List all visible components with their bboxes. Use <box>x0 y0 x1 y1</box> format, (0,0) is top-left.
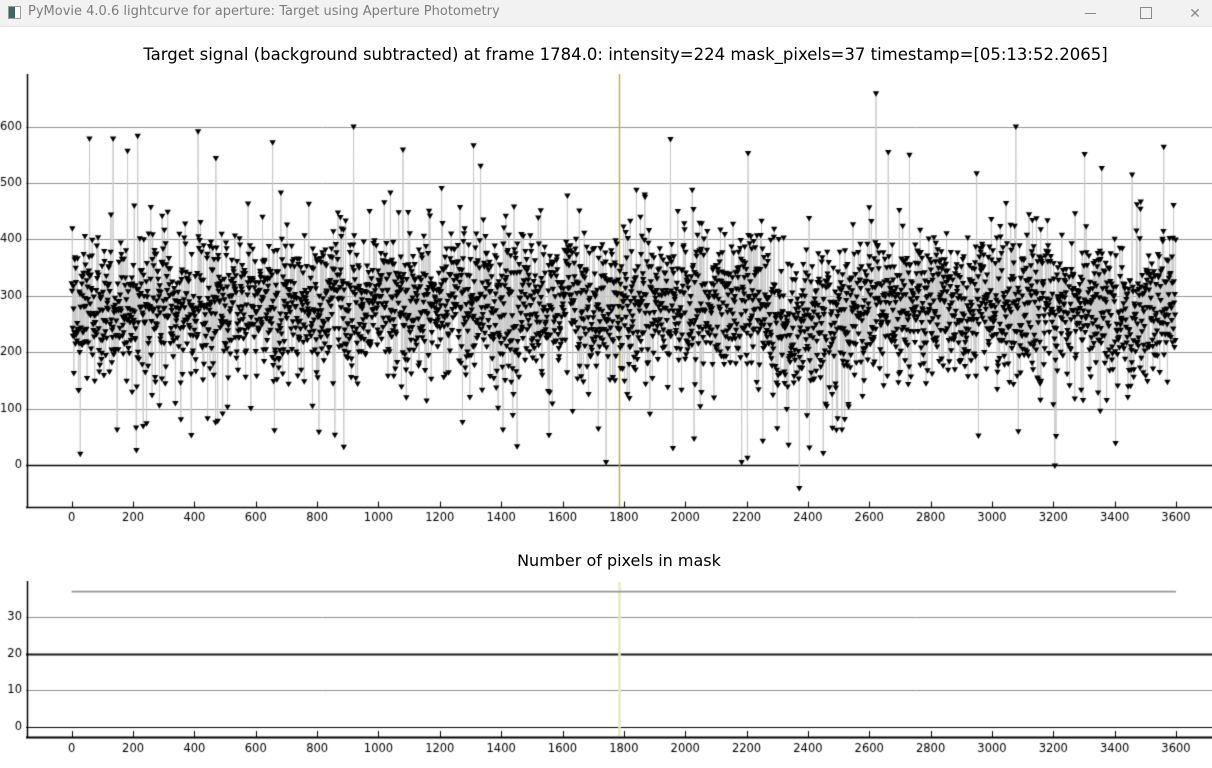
app-icon <box>8 6 21 19</box>
mask-pixels-plot-title: Number of pixels in mask <box>517 551 721 570</box>
close-icon: ✕ <box>1189 4 1201 21</box>
maximize-icon <box>1139 7 1152 19</box>
close-button[interactable]: ✕ <box>1178 0 1212 26</box>
lightcurve-plot-title: Target signal (background subtracted) at… <box>143 45 1108 64</box>
window-title: PyMovie 4.0.6 lightcurve for aperture: T… <box>28 4 500 19</box>
minimize-icon <box>1085 12 1096 14</box>
lightcurve-plot[interactable] <box>0 70 1212 535</box>
window-titlebar[interactable]: PyMovie 4.0.6 lightcurve for aperture: T… <box>0 0 1212 27</box>
maximize-button[interactable] <box>1123 0 1168 26</box>
mask-pixels-plot[interactable] <box>0 570 1212 768</box>
minimize-button[interactable] <box>1068 0 1113 26</box>
